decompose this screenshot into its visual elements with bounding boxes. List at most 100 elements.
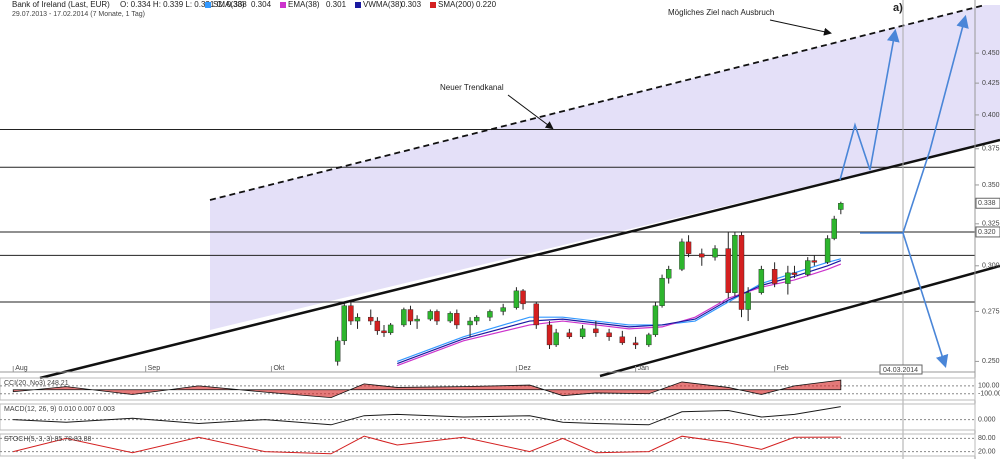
candle-body [646, 334, 652, 346]
candle-body [467, 320, 473, 326]
panel-label: STOCH(5, 3, 3) 85.78 83.88 [4, 436, 92, 443]
price-label-box [975, 197, 1000, 209]
y-tick-label: 0.350 [982, 182, 1000, 189]
candle-body [368, 316, 374, 322]
panel-tick-label: 80.00 [978, 435, 996, 442]
date-label: 04.03.2014 [883, 367, 918, 374]
panel-frame [0, 403, 976, 431]
subtitle: 29.07.2013 - 17.02.2014 (7 Monate, 1 Tag… [12, 11, 145, 18]
legend-value: 0.220 [476, 0, 497, 9]
y-tick-label: 0.425 [982, 80, 1000, 87]
candle-body [685, 241, 692, 254]
x-tick-label: Dez [518, 365, 531, 372]
price-label: 0.338 [978, 200, 996, 207]
panel-frame [0, 377, 976, 401]
x-tick-label: Aug [15, 365, 28, 372]
support-line [599, 264, 1000, 378]
y-tick-label: 0.275 [982, 308, 1000, 315]
x-tick-label: Jan [638, 365, 649, 372]
annotation-arrow [769, 19, 832, 36]
x-tick-label: Feb [777, 365, 789, 372]
y-tick-label: 0.250 [982, 358, 1000, 365]
annotation: Neuer Trendkanal [440, 83, 504, 92]
candle-body [725, 248, 731, 293]
candle-body [699, 253, 705, 258]
candle-body [579, 328, 586, 338]
panel-label: CCI(20, No3) 248.21 [4, 380, 69, 387]
candle-body [824, 238, 831, 263]
legend-value: 0.303 [401, 0, 422, 9]
candle-body [745, 292, 751, 310]
candle-body [712, 248, 718, 258]
candle-body [831, 218, 837, 239]
candle-body [785, 272, 791, 284]
candle-body [348, 305, 354, 322]
legend-value: 0.301 [326, 0, 347, 9]
annotation: Mögliches Ziel nach Ausbruch [668, 8, 774, 17]
candle-body [414, 318, 420, 322]
candle-body [427, 311, 434, 320]
candle-body [659, 277, 665, 306]
candle-body [566, 332, 573, 338]
panel-tick-label: -100.00 [978, 391, 1000, 398]
legend-label: EMA(38) [288, 0, 320, 9]
candle-body [454, 313, 460, 326]
candle-body [652, 305, 659, 336]
candle-body [805, 260, 811, 275]
candle-body [473, 316, 480, 322]
panel-tick-label: 20.00 [978, 448, 996, 455]
legend-swatch [205, 2, 211, 8]
legend-label: SMA(200) [438, 0, 474, 9]
candle-body [771, 269, 778, 284]
candle-body [381, 330, 387, 334]
candle-body [374, 320, 381, 332]
y-tick-label: 0.375 [982, 146, 1000, 153]
x-tick-label: Sep [148, 365, 161, 372]
date-label-box [879, 364, 923, 375]
upper-channel-line [209, 4, 986, 201]
chart-title: Bank of Ireland (Last, EUR) [12, 0, 110, 9]
panel-tick-label: 0.000 [978, 416, 996, 423]
candle-body [447, 313, 453, 322]
candle-body [553, 332, 559, 346]
target-arrow [839, 28, 900, 181]
candle-body [434, 311, 440, 322]
legend-swatch [430, 2, 436, 8]
candle-body [732, 235, 738, 293]
candle-body [665, 269, 672, 279]
y-tick-label: 0.400 [982, 112, 1000, 119]
candle-body [513, 290, 520, 308]
y-tick-label: 0.325 [982, 221, 1000, 228]
ohlc-label: O: 0.334 H: 0.339 L: 0.331 C: 0.338 [120, 0, 247, 9]
panel-frame [0, 433, 976, 457]
x-tick-label: Okt [273, 365, 284, 372]
legend-swatch [355, 2, 361, 8]
y-tick-label: 0.450 [982, 50, 1000, 57]
panel-label: MACD(12, 26, 9) 0.010 0.007 0.003 [4, 406, 115, 413]
candle-body [334, 340, 341, 362]
candle-body [387, 324, 394, 334]
legend-label: SMA(38) [213, 0, 245, 9]
candle-body [758, 269, 765, 293]
panel-area [12, 379, 842, 399]
candle-body [679, 241, 685, 270]
annotation-arrow [507, 94, 554, 130]
price-label-box [975, 226, 1000, 238]
candle-body [354, 316, 361, 322]
candle-body [500, 307, 506, 312]
candle-body [791, 272, 798, 275]
target-arrow [902, 232, 949, 369]
candle-body [632, 342, 639, 346]
candle-body [738, 235, 745, 310]
candle-body [811, 260, 818, 263]
panel-tag: a) [893, 2, 903, 14]
target-arrow [860, 14, 969, 234]
panel-line [13, 406, 841, 426]
candle-body [619, 336, 626, 344]
candle-body [606, 332, 612, 338]
y-tick-label: 0.300 [982, 263, 1000, 270]
legend-label: VWMA(38) [363, 0, 402, 9]
legend-swatch [280, 2, 286, 8]
candle-body [533, 303, 539, 326]
